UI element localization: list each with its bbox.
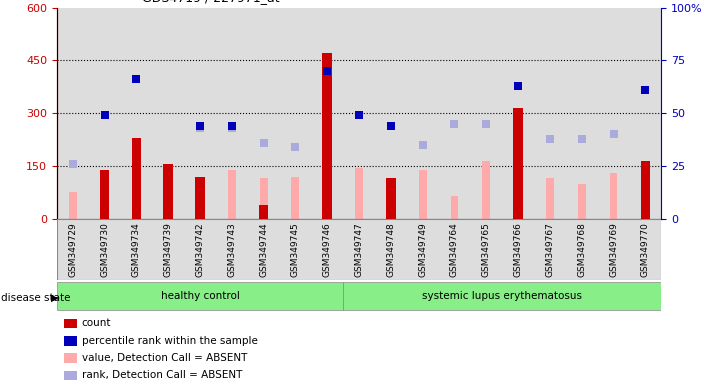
Text: count: count bbox=[82, 318, 111, 328]
Bar bbox=[260, 179, 267, 219]
Bar bbox=[375, 219, 407, 280]
Bar bbox=[184, 219, 216, 280]
Bar bbox=[375, 8, 407, 219]
Bar bbox=[292, 177, 299, 219]
Bar bbox=[439, 8, 471, 219]
Bar bbox=[152, 8, 184, 219]
Bar bbox=[216, 219, 247, 280]
Bar bbox=[578, 184, 586, 219]
Bar bbox=[100, 170, 109, 219]
Bar bbox=[132, 138, 141, 219]
Text: GSM349730: GSM349730 bbox=[100, 222, 109, 277]
Bar bbox=[641, 161, 650, 219]
Bar bbox=[534, 219, 566, 280]
Text: GSM349748: GSM349748 bbox=[386, 222, 395, 277]
Bar bbox=[216, 8, 247, 219]
Bar bbox=[120, 8, 152, 219]
Text: GSM349770: GSM349770 bbox=[641, 222, 650, 277]
Bar bbox=[566, 219, 598, 280]
Text: GSM349734: GSM349734 bbox=[132, 222, 141, 277]
Text: GSM349739: GSM349739 bbox=[164, 222, 173, 277]
Bar bbox=[451, 196, 459, 219]
Bar bbox=[546, 179, 554, 219]
Bar bbox=[311, 219, 343, 280]
Bar bbox=[196, 177, 205, 219]
Text: GSM349764: GSM349764 bbox=[450, 222, 459, 277]
Bar bbox=[69, 192, 77, 219]
Bar bbox=[629, 8, 661, 219]
Bar bbox=[247, 8, 279, 219]
Bar bbox=[598, 8, 629, 219]
Bar bbox=[502, 8, 534, 219]
Bar bbox=[259, 205, 268, 219]
Text: rank, Detection Call = ABSENT: rank, Detection Call = ABSENT bbox=[82, 370, 242, 380]
Bar bbox=[598, 219, 629, 280]
Text: GSM349765: GSM349765 bbox=[482, 222, 491, 277]
Text: GSM349746: GSM349746 bbox=[323, 222, 332, 277]
Text: disease state: disease state bbox=[1, 293, 71, 303]
Bar bbox=[184, 8, 216, 219]
Bar bbox=[323, 53, 332, 219]
Text: healthy control: healthy control bbox=[161, 291, 240, 301]
Bar bbox=[629, 219, 661, 280]
Bar bbox=[324, 168, 331, 219]
Bar bbox=[566, 8, 598, 219]
Bar bbox=[57, 8, 89, 219]
Text: GSM349744: GSM349744 bbox=[259, 222, 268, 276]
Text: GSM349742: GSM349742 bbox=[196, 222, 205, 276]
Bar bbox=[502, 219, 534, 280]
Text: GSM349767: GSM349767 bbox=[545, 222, 555, 277]
Bar bbox=[311, 8, 343, 219]
Bar bbox=[513, 108, 523, 219]
Bar bbox=[343, 8, 375, 219]
Bar bbox=[57, 219, 89, 280]
Bar bbox=[407, 8, 439, 219]
Text: GSM349749: GSM349749 bbox=[418, 222, 427, 277]
Bar bbox=[419, 170, 427, 219]
Bar bbox=[120, 219, 152, 280]
Bar bbox=[57, 282, 343, 310]
Text: GSM349769: GSM349769 bbox=[609, 222, 618, 277]
Text: systemic lupus erythematosus: systemic lupus erythematosus bbox=[422, 291, 582, 301]
Text: GSM349729: GSM349729 bbox=[68, 222, 77, 277]
Bar bbox=[152, 219, 184, 280]
Bar bbox=[386, 179, 395, 219]
Bar bbox=[89, 8, 120, 219]
Bar bbox=[471, 219, 502, 280]
Text: GSM349747: GSM349747 bbox=[355, 222, 363, 277]
Text: ▶: ▶ bbox=[51, 293, 59, 303]
Text: GSM349766: GSM349766 bbox=[513, 222, 523, 277]
Bar bbox=[471, 8, 502, 219]
Text: GDS4719 / 227971_at: GDS4719 / 227971_at bbox=[142, 0, 280, 4]
Bar bbox=[355, 168, 363, 219]
Text: GSM349745: GSM349745 bbox=[291, 222, 300, 277]
Bar bbox=[343, 282, 661, 310]
Text: percentile rank within the sample: percentile rank within the sample bbox=[82, 336, 257, 346]
Bar bbox=[164, 164, 172, 219]
Bar bbox=[89, 219, 120, 280]
Bar bbox=[279, 219, 311, 280]
Bar bbox=[279, 8, 311, 219]
Bar bbox=[407, 219, 439, 280]
Text: GSM349768: GSM349768 bbox=[577, 222, 586, 277]
Text: value, Detection Call = ABSENT: value, Detection Call = ABSENT bbox=[82, 353, 247, 363]
Bar bbox=[439, 219, 471, 280]
Bar bbox=[343, 219, 375, 280]
Bar bbox=[534, 8, 566, 219]
Bar bbox=[482, 161, 491, 219]
Bar bbox=[609, 173, 617, 219]
Text: GSM349743: GSM349743 bbox=[228, 222, 236, 277]
Bar bbox=[247, 219, 279, 280]
Bar bbox=[228, 170, 236, 219]
Bar bbox=[164, 164, 173, 219]
